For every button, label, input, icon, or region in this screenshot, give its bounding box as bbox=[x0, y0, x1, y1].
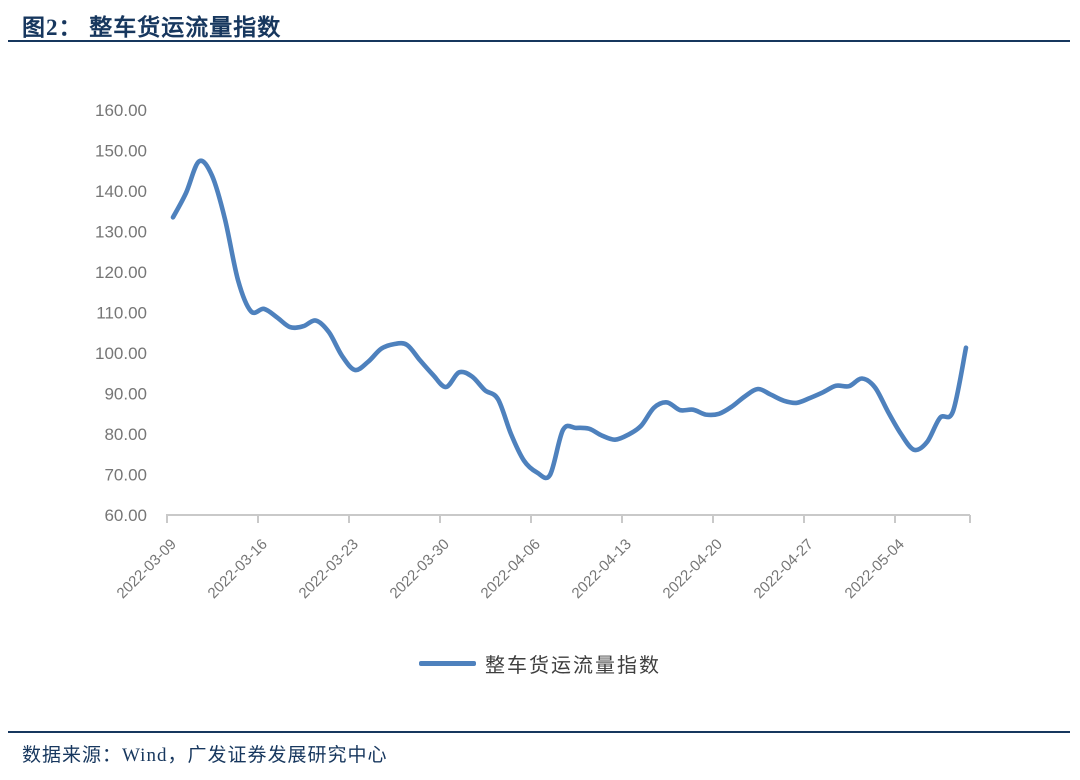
x-tick-label: 2022-04-06 bbox=[478, 536, 544, 602]
y-tick-label: 120.00 bbox=[95, 263, 147, 282]
y-tick-label: 100.00 bbox=[95, 344, 147, 363]
bottom-divider bbox=[8, 731, 1070, 733]
y-tick-label: 130.00 bbox=[95, 223, 147, 242]
y-axis-labels: 160.00 150.00 140.00 130.00 120.00 110.00 100.… bbox=[95, 101, 147, 525]
x-tick-label: 2022-04-20 bbox=[660, 536, 726, 602]
x-axis bbox=[166, 514, 971, 523]
x-tick-label: 2022-04-27 bbox=[751, 536, 817, 602]
y-tick-label: 160.00 bbox=[95, 101, 147, 120]
x-tick-label: 2022-03-30 bbox=[387, 536, 453, 602]
y-tick-label: 110.00 bbox=[96, 304, 147, 323]
top-divider bbox=[8, 40, 1070, 42]
data-source-note: 数据来源：Wind，广发证券发展研究中心 bbox=[22, 745, 388, 766]
figure-title: 图2： 整车货运流量指数 bbox=[22, 15, 282, 40]
chart-legend: 整车货运流量指数 bbox=[0, 649, 1080, 678]
x-tick-label: 2022-03-23 bbox=[296, 536, 362, 602]
x-tick-label: 2022-04-13 bbox=[569, 536, 635, 602]
x-tick-label: 2022-03-16 bbox=[205, 536, 271, 602]
y-tick-label: 140.00 bbox=[95, 182, 147, 201]
series-line bbox=[170, 158, 969, 481]
series-path bbox=[170, 158, 969, 481]
y-tick-label: 70.00 bbox=[104, 466, 147, 485]
y-tick-label: 80.00 bbox=[104, 425, 147, 444]
legend-line-swatch bbox=[419, 661, 476, 666]
y-tick-label: 60.00 bbox=[104, 506, 147, 525]
x-tick-label: 2022-05-04 bbox=[842, 536, 908, 602]
y-tick-label: 90.00 bbox=[104, 385, 147, 404]
y-tick-label: 150.00 bbox=[95, 142, 147, 161]
x-tick-label: 2022-03-09 bbox=[114, 536, 180, 602]
legend-label: 整车货运流量指数 bbox=[485, 655, 661, 677]
x-axis-labels: 2022-03-09 2022-03-16 2022-03-23 2022-03-30… bbox=[114, 536, 908, 602]
